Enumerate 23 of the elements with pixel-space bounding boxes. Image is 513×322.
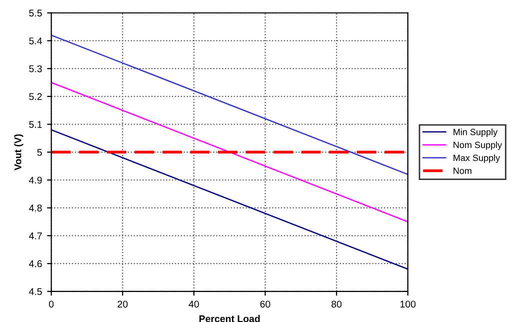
legend-label: Nom	[454, 168, 472, 174]
y-axis-title: Vout (V)	[14, 134, 24, 170]
x-tick-label: 80	[332, 300, 342, 308]
y-tick-label: 4.7	[28, 232, 42, 240]
legend-label: Min Supply	[454, 128, 498, 137]
y-tick-label: 5.5	[29, 10, 42, 16]
y-tick-label: 5.3	[29, 65, 42, 72]
x-tick-label: 0	[48, 300, 54, 308]
x-tick-label: 40	[188, 300, 199, 308]
x-tick-label: 20	[118, 300, 128, 308]
y-tick-label: 5.1	[29, 121, 42, 128]
y-tick-label: 4.6	[28, 260, 42, 268]
y-tick-label: 5	[37, 148, 42, 156]
x-tick-label: 100	[400, 300, 416, 308]
legend-label: Max Supply	[454, 154, 500, 163]
y-tick-label: 5.4	[29, 38, 42, 44]
x-axis-title: Percent Load	[199, 315, 260, 322]
y-tick-label: 4.8	[28, 204, 42, 212]
y-tick-label: 4.5	[28, 288, 42, 296]
y-tick-label: 5.2	[29, 93, 42, 100]
legend-label: Nom Supply	[454, 141, 502, 150]
y-tick-label: 4.9	[28, 176, 42, 184]
x-tick-label: 60	[260, 300, 270, 308]
